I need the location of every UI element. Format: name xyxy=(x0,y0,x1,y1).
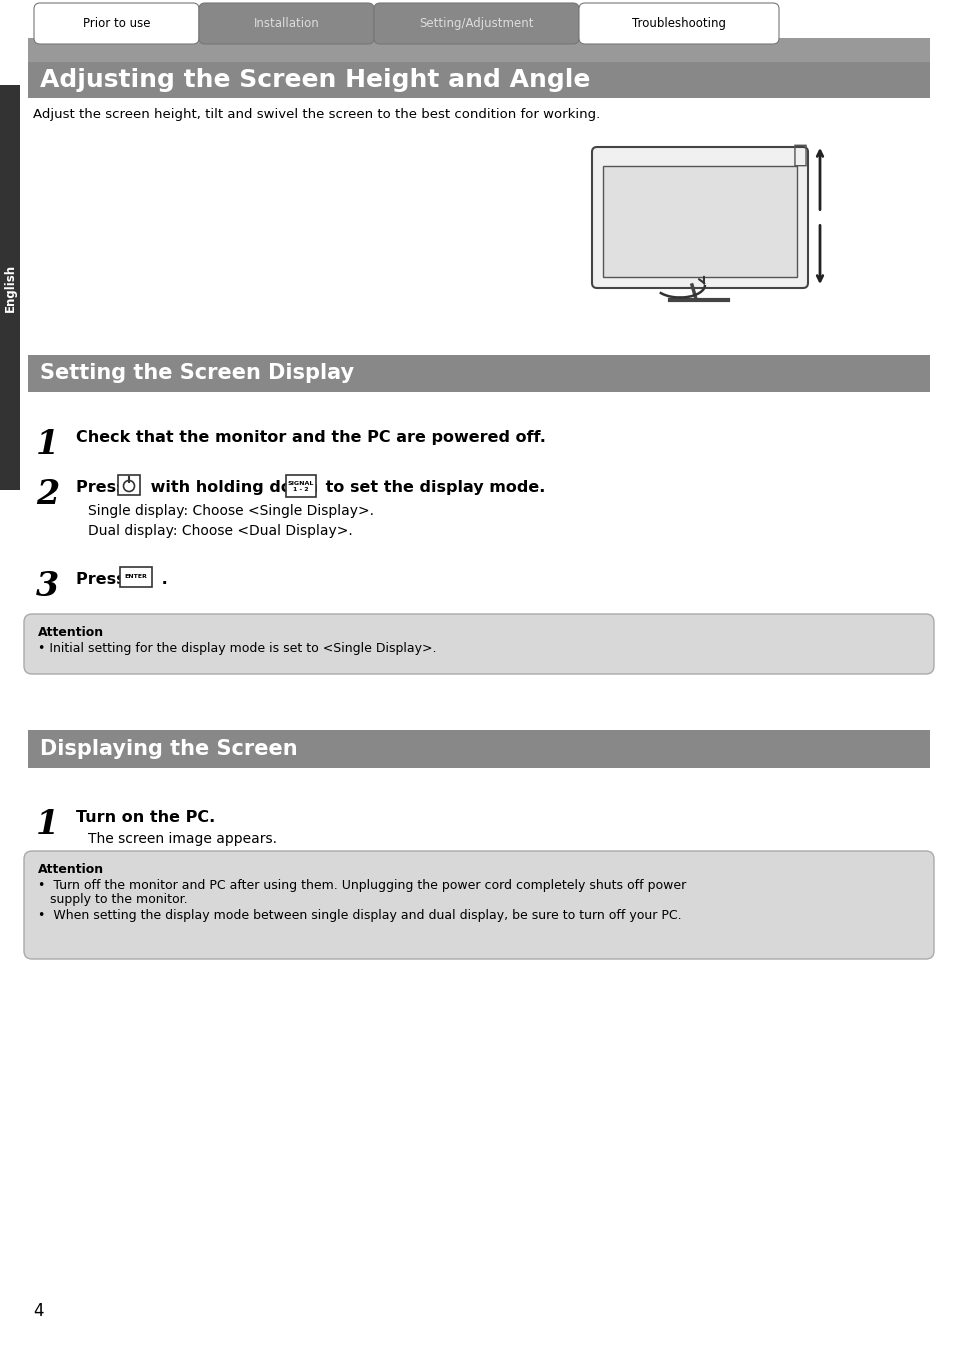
Text: Displaying the Screen: Displaying the Screen xyxy=(40,738,297,759)
Text: Installation: Installation xyxy=(253,18,319,30)
Text: • Initial setting for the display mode is set to <Single Display>.: • Initial setting for the display mode i… xyxy=(38,643,436,655)
FancyBboxPatch shape xyxy=(578,3,779,45)
FancyBboxPatch shape xyxy=(286,475,315,497)
Text: 3: 3 xyxy=(36,570,59,603)
Text: Prior to use: Prior to use xyxy=(83,18,150,30)
Bar xyxy=(0,85,20,490)
Text: 1: 1 xyxy=(36,809,59,841)
Text: Adjusting the Screen Height and Angle: Adjusting the Screen Height and Angle xyxy=(40,68,590,92)
FancyBboxPatch shape xyxy=(592,147,807,288)
Text: Press: Press xyxy=(76,572,132,587)
Text: 1 - 2: 1 - 2 xyxy=(293,487,309,493)
Text: •  Turn off the monitor and PC after using them. Unplugging the power cord compl: • Turn off the monitor and PC after usin… xyxy=(38,879,685,892)
Text: Troubleshooting: Troubleshooting xyxy=(631,18,725,30)
Bar xyxy=(602,166,796,277)
FancyBboxPatch shape xyxy=(34,3,199,45)
Text: Adjust the screen height, tilt and swivel the screen to the best condition for w: Adjust the screen height, tilt and swive… xyxy=(33,108,599,122)
FancyBboxPatch shape xyxy=(24,614,933,674)
Text: supply to the monitor.: supply to the monitor. xyxy=(38,892,188,906)
Text: to set the display mode.: to set the display mode. xyxy=(319,481,545,495)
Bar xyxy=(28,730,929,768)
Text: Turn on the PC.: Turn on the PC. xyxy=(76,810,215,825)
Text: 1: 1 xyxy=(36,428,59,460)
FancyBboxPatch shape xyxy=(374,3,578,45)
FancyBboxPatch shape xyxy=(118,475,140,495)
Text: English: English xyxy=(4,263,16,312)
FancyBboxPatch shape xyxy=(24,850,933,958)
Text: Press: Press xyxy=(76,481,132,495)
Text: The screen image appears.: The screen image appears. xyxy=(88,832,276,846)
Text: 2: 2 xyxy=(36,478,59,512)
Text: Attention: Attention xyxy=(38,863,104,876)
Text: ✋: ✋ xyxy=(792,143,806,167)
Text: Dual display: Choose <Dual Display>.: Dual display: Choose <Dual Display>. xyxy=(88,524,353,539)
Text: .: . xyxy=(156,572,168,587)
Text: •  When setting the display mode between single display and dual display, be sur: • When setting the display mode between … xyxy=(38,909,680,922)
Bar xyxy=(28,38,929,62)
Bar xyxy=(28,62,929,99)
Text: SIGNAL: SIGNAL xyxy=(288,482,314,486)
Text: Setting/Adjustment: Setting/Adjustment xyxy=(418,18,533,30)
Text: 4: 4 xyxy=(33,1301,44,1320)
FancyBboxPatch shape xyxy=(120,567,152,587)
FancyBboxPatch shape xyxy=(199,3,374,45)
Text: Check that the monitor and the PC are powered off.: Check that the monitor and the PC are po… xyxy=(76,431,545,446)
Text: Attention: Attention xyxy=(38,626,104,639)
Text: Setting the Screen Display: Setting the Screen Display xyxy=(40,363,354,383)
Text: with holding down: with holding down xyxy=(145,481,323,495)
Text: Single display: Choose <Single Display>.: Single display: Choose <Single Display>. xyxy=(88,504,374,518)
Bar xyxy=(28,355,929,392)
Text: ENTER: ENTER xyxy=(125,575,148,579)
